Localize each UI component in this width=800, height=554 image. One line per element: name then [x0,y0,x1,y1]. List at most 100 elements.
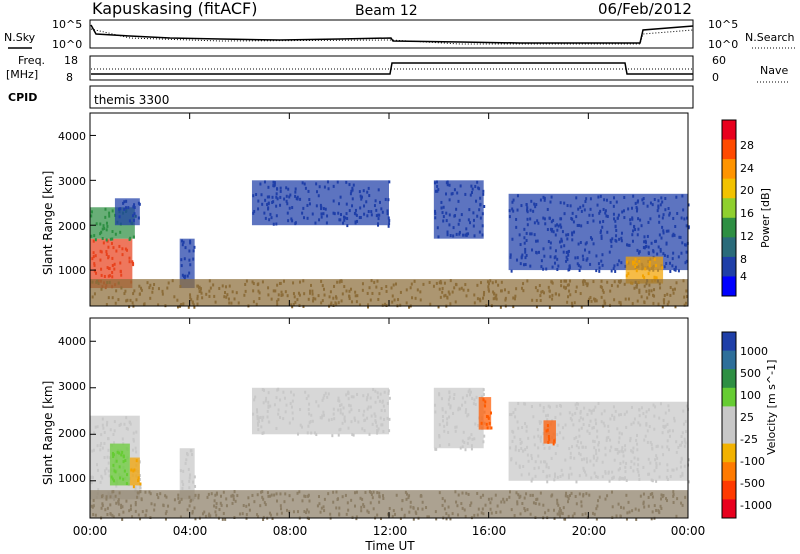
power-colorbar-label: Power [dB] [759,188,772,248]
velocity-echo-cell [185,458,188,462]
power-echo-cell [107,245,110,249]
power-echo-cell [272,289,275,293]
power-echo-cell [673,268,676,272]
velocity-echo-cell [448,391,451,395]
velocity-echo-cell [666,445,669,449]
power-echo-cell [276,187,279,191]
velocity-echo-cell [573,512,576,516]
power-echo-cell [132,263,135,267]
velocity-echo-cell [284,410,287,414]
velocity-echo-cell [132,439,135,443]
velocity-echo-cell [435,447,438,451]
power-echo-cell [189,263,192,267]
power-echo-cell [561,230,564,234]
velocity-echo-cell [122,477,125,481]
velocity-echo-cell [654,458,657,462]
power-echo-cell [482,189,485,193]
power-echo-cell [111,209,114,213]
velocity-echo-cell [618,431,621,435]
velocity-echo-cell [537,446,540,450]
power-echo-cell [574,256,577,260]
velocity-echo-cell [550,494,553,498]
power-echo-cell [508,209,511,213]
velocity-echo-cell [652,403,655,407]
power-echo-cell [352,183,355,187]
power-colorbar-segment [722,198,736,219]
power-echo-cell [286,202,289,206]
power-echo-cell [434,212,437,216]
power-echo-cell [312,299,315,303]
velocity-echo-cell [109,503,112,507]
power-echo-cell [405,288,408,292]
power-echo-cell [133,289,136,293]
power-echo-cell [288,206,291,210]
power-echo-cell [374,199,377,203]
power-echo-cell [552,218,555,222]
power-echo-cell [644,245,647,249]
power-echo-cell [186,274,189,278]
power-echo-cell [536,219,539,223]
power-echo-cell [595,269,598,273]
power-echo-cell [108,274,111,278]
velocity-echo-cell [661,495,664,499]
power-echo-cell [306,216,309,220]
velocity-echo-cell [231,501,234,505]
power-echo-cell [540,265,543,269]
power-echo-cell [592,219,595,223]
velocity-echo-cell [649,461,652,465]
velocity-echo-cell [454,429,457,433]
power-echo-cell [90,234,93,238]
velocity-echo-cell [103,456,106,460]
velocity-echo-cell [164,494,167,498]
power-echo-cell [582,204,585,208]
power-echo-cell [189,239,192,243]
velocity-echo-cell [622,506,625,510]
power-echo-cell [354,208,357,212]
velocity-echo-cell [282,390,285,394]
velocity-echo-cell [524,448,527,452]
velocity-echo-cell [203,510,206,514]
power-echo-cell [494,295,497,299]
power-echo-cell [609,289,612,293]
power-echo-cell [255,193,258,197]
velocity-echo-cell [308,421,311,425]
power-echo-cell [624,297,627,301]
power-echo-cell [652,301,655,305]
velocity-echo-cell [549,405,552,409]
power-echo-cell [632,229,635,233]
velocity-echo-cell [122,510,125,514]
velocity-echo-cell [135,450,138,454]
power-echo-cell [338,202,341,206]
velocity-echo-cell [100,506,103,510]
velocity-echo-cell [584,512,587,516]
power-echo-cell [228,301,231,305]
power-echo-cell [643,276,646,280]
velocity-echo-cell [687,480,690,484]
power-echo-cell [481,224,484,228]
velocity-echo-cell [256,421,259,425]
velocity-echo-cell [564,458,567,462]
velocity-echo-cell [434,403,437,407]
power-echo-cell [435,281,438,285]
velocity-echo-cell [313,431,316,435]
power-echo-cell [577,263,580,267]
power-echo-cell [560,284,563,288]
velocity-echo-cell [653,427,656,431]
power-echo-cell [494,280,497,284]
velocity-echo-cell [514,445,517,449]
power-echo-cell [633,286,636,290]
velocity-echo-cell [388,396,391,400]
velocity-echo-cell [180,497,183,501]
power-echo-cell [392,283,395,287]
velocity-echo-cell [299,408,302,412]
power-echo-cell [593,297,596,301]
power-echo-cell [314,221,317,225]
power-echo-cell [635,285,638,289]
power-echo-cell [547,240,550,244]
velocity-echo-cell [553,439,556,443]
velocity-echo-cell [642,492,645,496]
velocity-echo-cell [137,491,140,495]
velocity-echo-cell [191,509,194,513]
power-echo-cell [449,234,452,238]
power-echo-cell [448,213,451,217]
